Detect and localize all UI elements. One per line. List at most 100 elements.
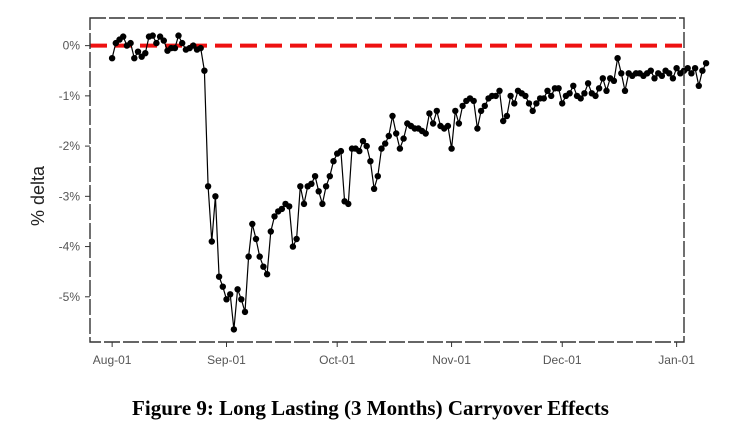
y-tick-label: -5% [59, 290, 81, 304]
y-tick-label: -1% [59, 89, 81, 103]
data-point [592, 92, 599, 100]
data-point [367, 158, 374, 165]
data-point [548, 92, 555, 100]
data-point [614, 55, 621, 62]
data-point [131, 55, 138, 62]
data-point [201, 67, 208, 74]
data-point [385, 132, 392, 140]
data-point [477, 107, 485, 115]
data-point [422, 130, 429, 137]
data-point [559, 100, 566, 107]
data-point [429, 120, 437, 127]
data-point [688, 70, 695, 77]
data-point [249, 220, 256, 228]
series-line [111, 33, 707, 330]
chart: 0% -1% -2% -3% -4% -5% Aug-01 Sep-01 Oct-01 Nov-… [28, 17, 710, 367]
x-tick-label: Nov-01 [432, 353, 471, 367]
data-point [533, 100, 540, 107]
data-point [455, 120, 463, 127]
data-point [581, 90, 588, 97]
y-tick-label: -2% [59, 139, 81, 153]
data-point [474, 125, 481, 132]
y-tick-label: -4% [59, 240, 81, 254]
data-point [289, 243, 297, 250]
series-layer [108, 32, 710, 333]
data-point [691, 65, 699, 72]
data-point [610, 77, 618, 85]
y-axis-title: % delta [28, 165, 48, 226]
data-point [297, 183, 304, 190]
data-point [197, 44, 204, 52]
data-point [337, 147, 345, 155]
data-point [382, 140, 389, 147]
data-point [267, 228, 274, 235]
data-point [149, 32, 156, 39]
data-point [293, 235, 300, 243]
data-point [507, 92, 514, 100]
data-point [699, 67, 706, 74]
data-point [496, 87, 503, 95]
data-point [378, 145, 385, 152]
data-point [175, 32, 182, 39]
data-point [300, 200, 308, 208]
data-point [511, 100, 518, 107]
data-point [345, 200, 352, 208]
data-point [179, 39, 186, 47]
data-point [286, 203, 293, 210]
data-point [529, 107, 536, 115]
data-point [500, 117, 507, 125]
data-point [651, 75, 658, 82]
data-point [108, 55, 116, 62]
data-point [647, 67, 654, 74]
data-point [134, 48, 142, 55]
data-point [311, 173, 319, 180]
data-point [618, 70, 625, 77]
plot-frame [89, 17, 685, 343]
x-tick-label: Sep-01 [207, 353, 246, 367]
data-point [673, 65, 680, 72]
data-point [171, 44, 179, 52]
y-tick-label: 0% [63, 39, 81, 53]
data-point [695, 82, 702, 90]
data-point [522, 92, 529, 100]
data-point [658, 72, 666, 80]
data-point [142, 50, 149, 57]
data-point [669, 75, 677, 82]
data-point [459, 102, 466, 110]
data-point [245, 253, 252, 260]
data-point [127, 39, 134, 47]
data-point [278, 205, 286, 213]
data-point [271, 213, 278, 220]
data-point [544, 87, 551, 95]
data-point [319, 200, 326, 208]
data-point [208, 238, 215, 245]
data-point [426, 110, 433, 117]
data-point [393, 130, 400, 137]
x-tick-label: Jan-01 [658, 353, 695, 367]
data-point [219, 283, 226, 290]
data-point [260, 263, 267, 270]
data-point [153, 39, 160, 47]
data-point [525, 100, 533, 107]
x-tick-label: Aug-01 [93, 353, 132, 367]
data-point [374, 173, 381, 180]
data-point [308, 180, 315, 187]
data-point [256, 253, 263, 260]
data-point [263, 271, 271, 278]
data-point [204, 183, 212, 190]
data-point [330, 158, 337, 165]
data-point [503, 112, 511, 120]
data-point [481, 102, 488, 110]
data-point [241, 308, 249, 316]
data-point [599, 75, 606, 82]
data-point [566, 90, 573, 97]
data-point [160, 37, 167, 44]
data-point [452, 107, 459, 115]
data-point [215, 273, 223, 280]
data-point [322, 183, 330, 190]
data-point [252, 235, 260, 243]
y-tick-label: -3% [59, 189, 81, 203]
data-point [230, 326, 238, 333]
data-point [234, 286, 241, 293]
x-axis: Aug-01 Sep-01 Oct-01 Nov-01 Dec-01 Jan-01 [93, 342, 695, 367]
